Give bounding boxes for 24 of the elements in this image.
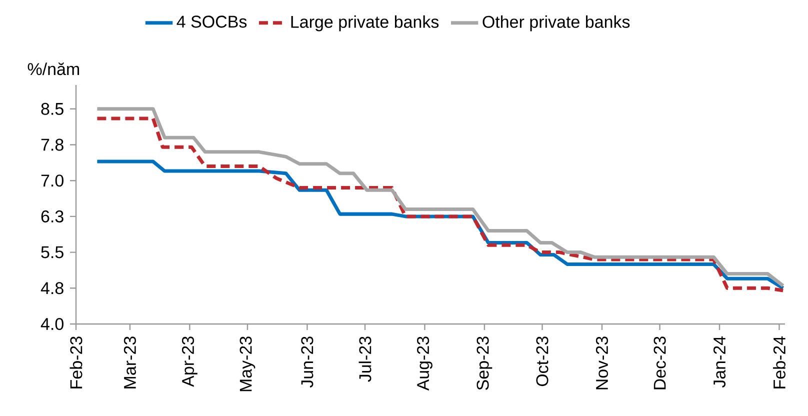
- x-tick-label: Feb-23: [70, 336, 82, 388]
- x-tick-label: Apr-23: [182, 336, 198, 387]
- legend-label: Other private banks: [482, 15, 630, 32]
- x-tick-label: Jul-23: [358, 336, 372, 382]
- y-tick-label: 4.0: [40, 318, 64, 330]
- y-tick-label: 4.8: [40, 282, 64, 294]
- x-tick-label: Mar-23: [124, 336, 136, 388]
- y-tick-label: 6.3: [41, 210, 64, 222]
- x-tick-label: Nov-23: [596, 336, 608, 390]
- y-tick-label: 5.5: [41, 246, 64, 258]
- legend-label: Large private banks: [291, 15, 439, 32]
- y-axis-title: %/năm: [28, 62, 80, 76]
- x-tick-label: Feb-24: [772, 336, 786, 388]
- legend-label: 4 SOCBs: [176, 16, 247, 28]
- y-tick-label: 7.8: [41, 138, 64, 151]
- x-tick-label: Jan-24: [713, 336, 726, 388]
- x-tick-label: Jun-23: [301, 336, 314, 388]
- x-tick-label: May-23: [240, 336, 256, 392]
- x-tick-label: Dec-23: [654, 336, 666, 390]
- x-tick-label: Oct-23: [536, 336, 548, 386]
- x-tick-label: Sep-23: [476, 336, 492, 390]
- y-tick-label: 8.5: [41, 102, 64, 115]
- x-tick-label: Aug-23: [417, 336, 432, 391]
- y-tick-label: 7.0: [41, 174, 64, 187]
